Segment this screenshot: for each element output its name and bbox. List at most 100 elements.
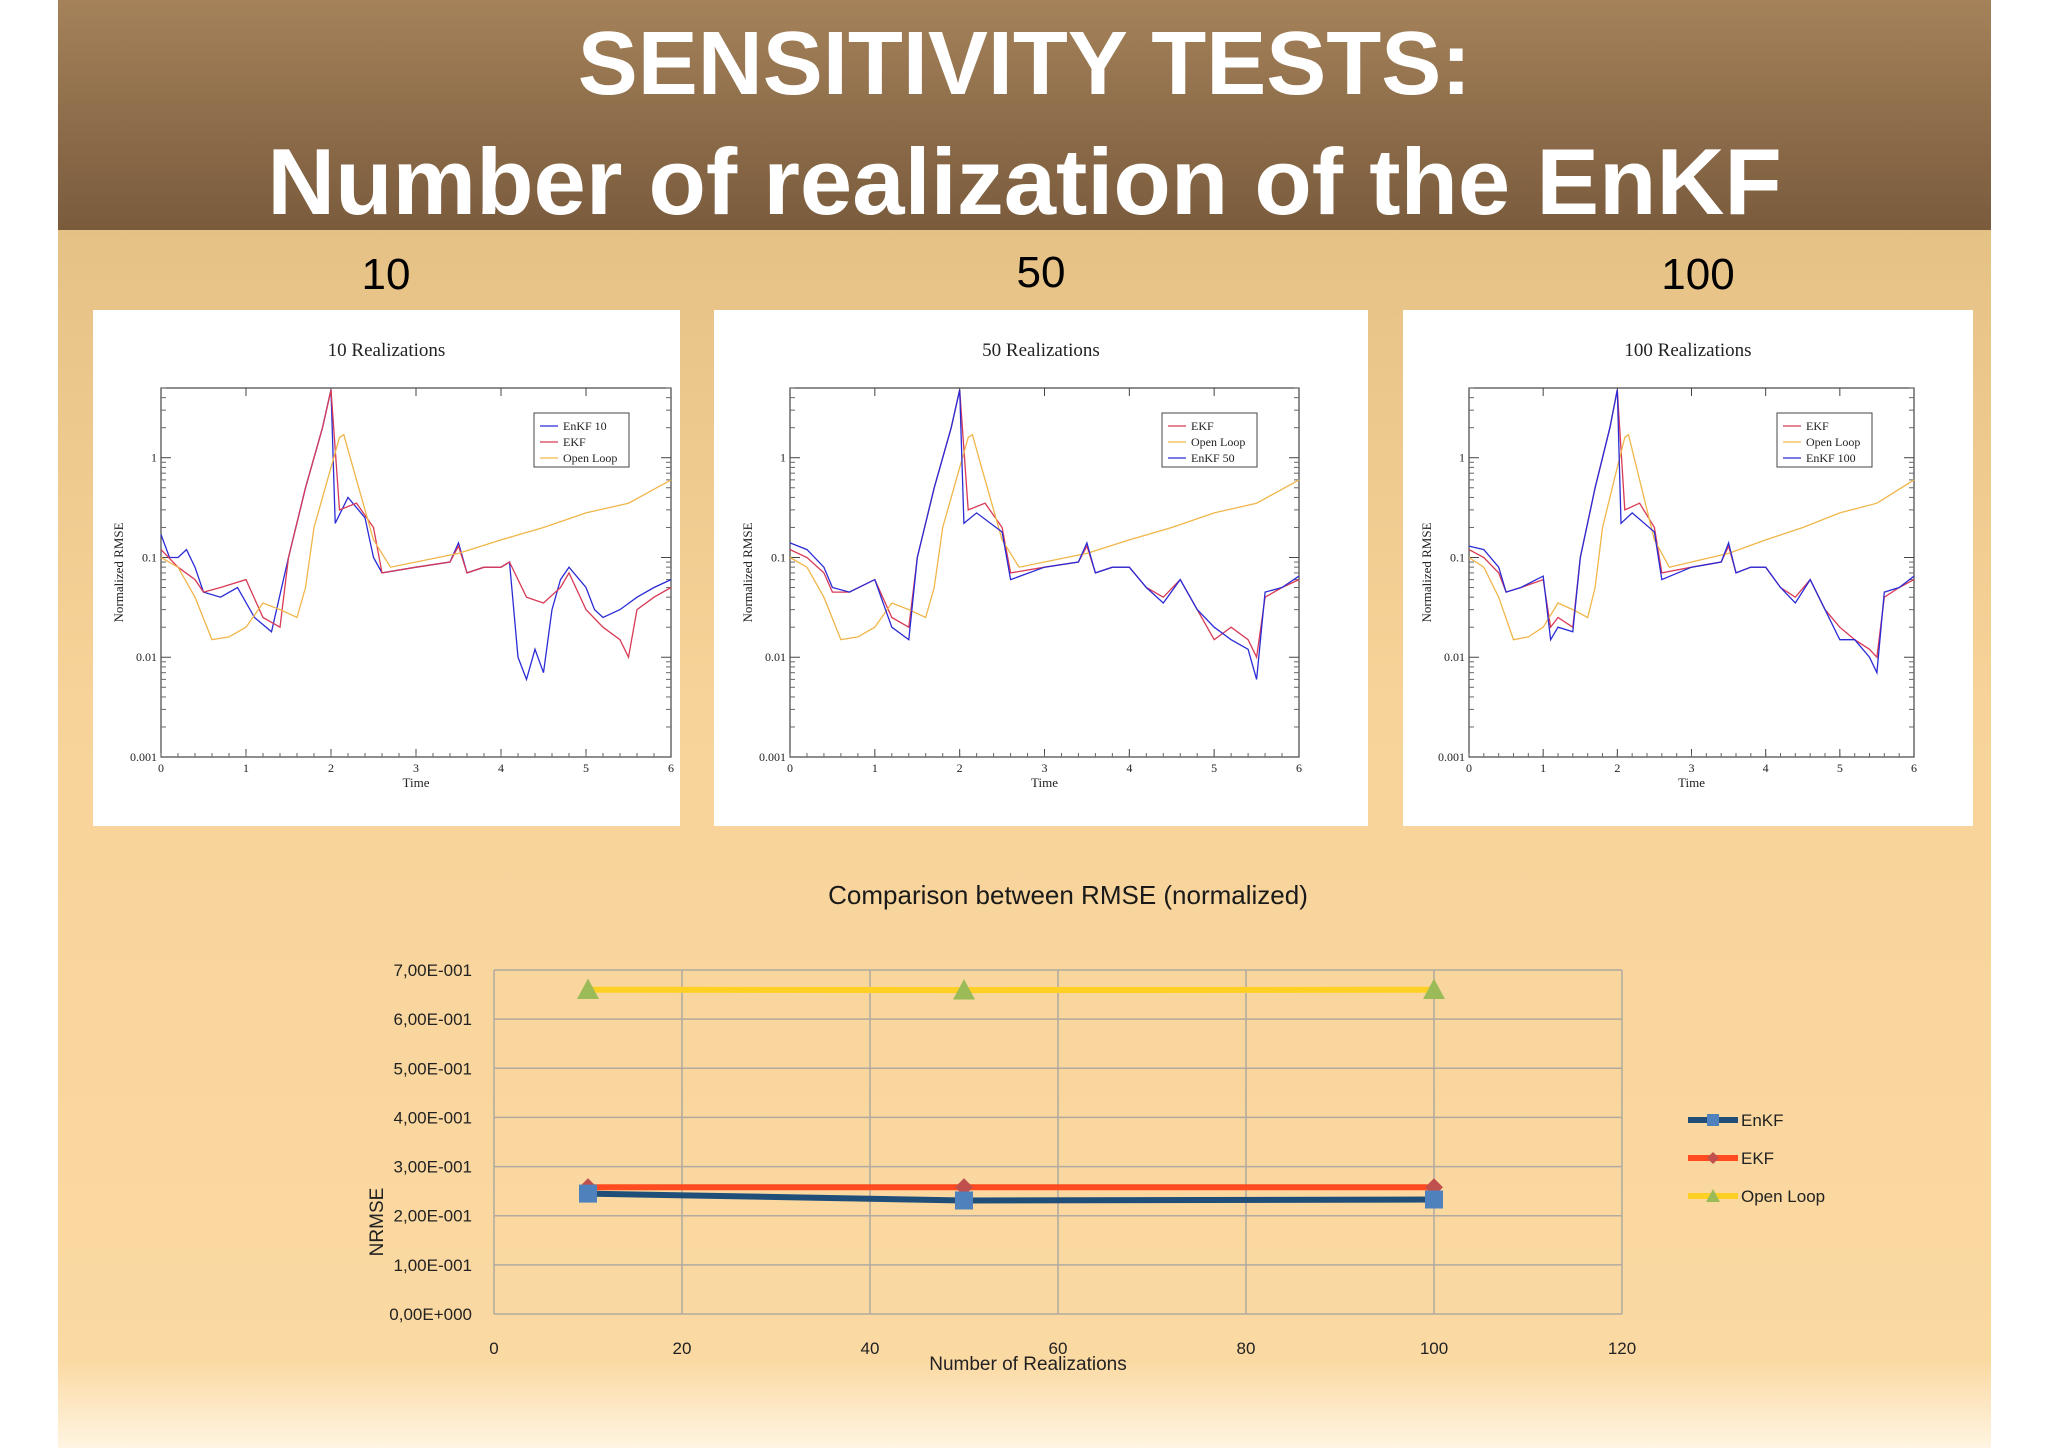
chart-panel-10: 10 Realizations 0 1 2 3 4 5 6 0.001 0.01 0.1 1 Time N…	[93, 310, 680, 826]
slide-title-line2: Number of realization of the EnKF	[267, 129, 1782, 234]
x-tick-label: 60	[1049, 1339, 1068, 1358]
legend-label: EnKF 50	[1191, 451, 1235, 465]
y-tick-label: 0,00E+000	[389, 1305, 472, 1324]
x-tick-label: 0	[787, 761, 793, 775]
chart-panel-50: 50 Realizations 0 1 2 3 4 5 6 0.001 0.01 0.1 1 Time N…	[714, 310, 1368, 826]
comparison-title: Comparison between RMSE (normalized)	[828, 880, 1308, 910]
y-axis-label: Normalized RMSE	[740, 522, 755, 622]
x-tick-label: 2	[328, 761, 334, 775]
series-line-enkf	[587, 1190, 1435, 1204]
x-tick-label: 3	[1689, 761, 1695, 775]
y-axis-label: Normalized RMSE	[1419, 522, 1434, 622]
x-tick-label: 1	[1540, 761, 1546, 775]
legend-label: EKF	[1806, 419, 1829, 433]
x-tick-label: 3	[413, 761, 419, 775]
x-tick-label: 2	[957, 761, 963, 775]
chart-10-realizations: 10 Realizations 0 1 2 3 4 5 6 0.001 0.01 0.1 1 Time N…	[111, 340, 674, 790]
x-tick-label: 6	[668, 761, 674, 775]
title-banner: SENSITIVITY TESTS: Number of realization…	[58, 0, 1991, 234]
y-tick-label: 2,00E-001	[394, 1207, 472, 1226]
legend-swatch-marker	[1707, 1152, 1719, 1164]
x-tick-label: 4	[1763, 761, 1769, 775]
chart-title: 50 Realizations	[982, 340, 1100, 361]
series-line-ekf	[160, 389, 672, 660]
y-tick-label: 0.01	[1444, 650, 1465, 664]
x-axis-label: Number of Realizations	[929, 1354, 1126, 1375]
y-tick-label: 0.1	[1450, 550, 1465, 564]
legend-label: Open Loop	[1806, 435, 1860, 449]
y-axis-label: NRMSE	[367, 1188, 388, 1257]
legend-label: EnKF 100	[1806, 451, 1856, 465]
chart-title: 100 Realizations	[1624, 340, 1751, 361]
y-tick-label: 1,00E-001	[394, 1256, 472, 1275]
chart-100-realizations: 100 Realizations 0 1 2 3 4 5 6 0.001 0.01 0.1 1 Time…	[1419, 340, 1917, 790]
x-axis-label: Time	[1031, 775, 1058, 790]
series-line-enkf-100	[1468, 389, 1915, 676]
legend-label: EKF	[1741, 1149, 1774, 1168]
x-tick-label: 3	[1042, 761, 1048, 775]
x-tick-label: 0	[158, 761, 164, 775]
series-line-enkf-50	[789, 389, 1300, 680]
y-tick-label: 1	[151, 451, 157, 465]
x-tick-label: 0	[489, 1339, 498, 1358]
x-tick-label: 5	[1211, 761, 1217, 775]
legend-label: EnKF 10	[563, 419, 607, 433]
y-tick-label: 7,00E-001	[394, 961, 472, 980]
slide: SENSITIVITY TESTS: Number of realization…	[58, 0, 1991, 1448]
y-tick-label: 0.01	[765, 650, 786, 664]
x-tick-label: 1	[243, 761, 249, 775]
x-tick-label: 20	[673, 1339, 692, 1358]
data-point-open-loop	[577, 978, 599, 1000]
data-point-enkf	[1425, 1190, 1443, 1209]
y-tick-label: 1	[780, 451, 786, 465]
data-point-open-loop	[1423, 978, 1445, 1000]
chart-title: 10 Realizations	[328, 340, 446, 361]
x-axis-label: Time	[1678, 775, 1705, 790]
data-point-enkf	[579, 1184, 597, 1203]
y-tick-label: 0.01	[136, 650, 157, 664]
series-line-open-loop	[160, 433, 672, 641]
x-tick-label: 5	[583, 761, 589, 775]
x-tick-label: 1	[872, 761, 878, 775]
x-tick-label: 6	[1296, 761, 1302, 775]
y-tick-label: 6,00E-001	[394, 1010, 472, 1029]
x-tick-label: 100	[1420, 1339, 1448, 1358]
x-axis-label: Time	[403, 775, 430, 790]
x-tick-label: 80	[1237, 1339, 1256, 1358]
legend-label: EKF	[1191, 419, 1214, 433]
legend-label: EKF	[563, 435, 586, 449]
x-tick-label: 120	[1608, 1339, 1636, 1358]
x-tick-label: 40	[861, 1339, 880, 1358]
y-tick-label: 0.1	[771, 550, 786, 564]
y-tick-label: 0.001	[1438, 750, 1465, 764]
panel-label-10: 10	[361, 250, 411, 299]
y-tick-label: 1	[1459, 451, 1465, 465]
x-tick-label: 2	[1614, 761, 1620, 775]
legend-label: EnKF	[1741, 1111, 1784, 1130]
x-tick-label: 0	[1466, 761, 1472, 775]
series-line-open-loop	[789, 433, 1300, 641]
legend-swatch-marker	[1707, 1114, 1719, 1126]
y-tick-label: 4,00E-001	[394, 1108, 472, 1127]
data-point-open-loop	[953, 979, 975, 1000]
y-tick-label: 5,00E-001	[394, 1059, 472, 1078]
chart-50-realizations: 50 Realizations 0 1 2 3 4 5 6 0.001 0.01 0.1 1 Time N…	[740, 340, 1302, 790]
y-tick-label: 0.001	[130, 750, 157, 764]
y-axis-label: Normalized RMSE	[111, 522, 126, 622]
x-tick-label: 4	[498, 761, 504, 775]
legend-box	[1776, 412, 1873, 468]
chart-panel-100: 100 Realizations 0 1 2 3 4 5 6 0.001 0.01 0.1 1 Time…	[1403, 310, 1973, 826]
panel-label-100: 100	[1661, 250, 1735, 299]
y-tick-label: 3,00E-001	[394, 1158, 472, 1177]
legend-label: Open Loop	[1741, 1187, 1825, 1206]
x-tick-label: 6	[1911, 761, 1917, 775]
x-tick-label: 4	[1126, 761, 1132, 775]
slide-title-line1: SENSITIVITY TESTS:	[577, 14, 1472, 114]
series-line-open-loop	[1468, 433, 1915, 641]
legend-label: Open Loop	[563, 451, 617, 465]
legend-swatch-marker	[1706, 1189, 1720, 1202]
panel-label-50: 50	[1016, 248, 1066, 297]
legend-label: Open Loop	[1191, 435, 1245, 449]
x-tick-label: 5	[1837, 761, 1843, 775]
y-tick-label: 0.1	[142, 550, 157, 564]
